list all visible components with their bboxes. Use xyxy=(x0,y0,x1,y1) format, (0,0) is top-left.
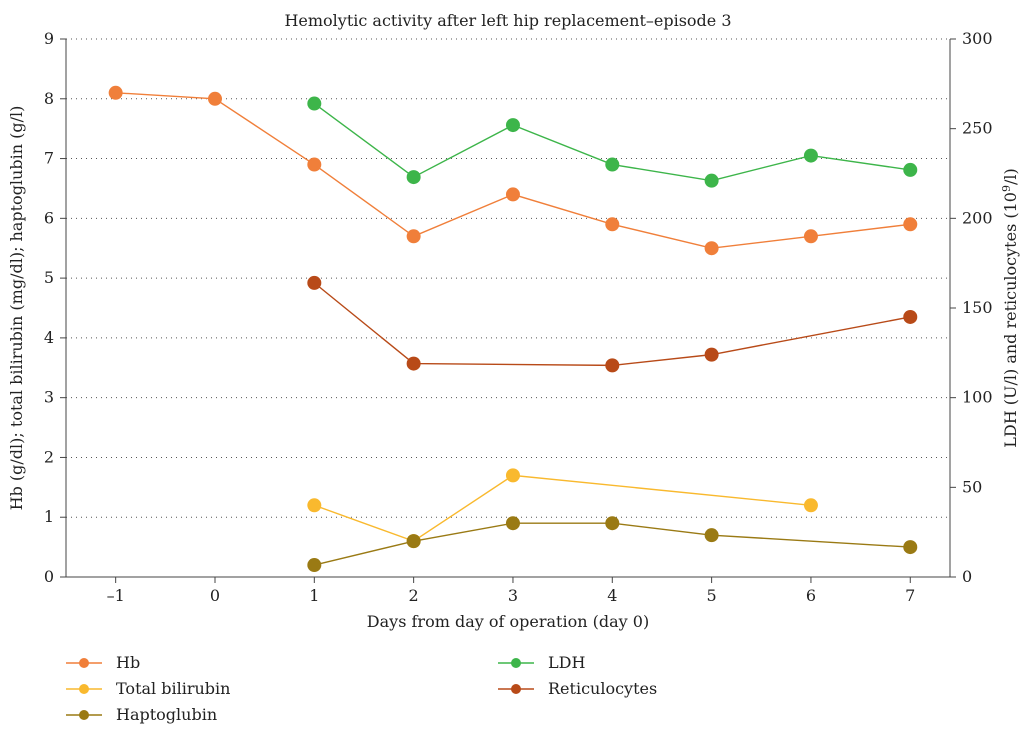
x-tick-label: 0 xyxy=(210,586,220,605)
data-point-hb xyxy=(505,187,520,202)
legend-swatch-marker xyxy=(511,658,521,668)
legend-item-haptoglubin: Haptoglubin xyxy=(66,705,217,724)
series-line-hb xyxy=(115,92,911,249)
data-point-total-bilirubin xyxy=(307,498,322,513)
data-point-hb xyxy=(803,229,818,244)
y-axis-right-label: LDH (U/l) and reticulocytes (109/l) xyxy=(1000,168,1020,447)
data-point-hb xyxy=(903,217,918,232)
data-point-haptoglubin xyxy=(307,558,322,573)
legend-label: Hb xyxy=(116,653,140,672)
x-tick-label: 7 xyxy=(905,586,915,605)
data-point-hb xyxy=(307,157,322,172)
y-right-tick-label: 100 xyxy=(962,388,993,407)
chart-title: Hemolytic activity after left hip replac… xyxy=(284,11,731,30)
x-tick-label: –1 xyxy=(107,586,125,605)
x-tick-label: 4 xyxy=(607,586,617,605)
data-point-ldh xyxy=(605,157,620,172)
gridlines xyxy=(66,38,950,518)
legend-label: Haptoglubin xyxy=(116,705,217,724)
data-point-reticulocytes xyxy=(406,356,421,371)
legend: Hb Total bilirubin Haptoglubin LDH Reticuloc… xyxy=(66,653,657,724)
legend-item-ldh: LDH xyxy=(498,653,585,672)
legend-swatch-marker xyxy=(79,710,89,720)
y-axis-right-label-suffix: /l) xyxy=(1001,168,1020,185)
legend-item-reticulocytes: Reticulocytes xyxy=(498,679,657,698)
legend-item-total-bilirubin: Total bilirubin xyxy=(66,679,230,698)
y-right-tick-label: 150 xyxy=(962,298,993,317)
data-point-reticulocytes xyxy=(704,347,719,362)
x-tick-label: 5 xyxy=(707,586,717,605)
series-group xyxy=(108,85,918,573)
data-point-hb xyxy=(406,229,421,244)
y-left-tick-label: 6 xyxy=(44,208,54,227)
y-right-tick-label: 0 xyxy=(962,567,972,586)
legend-label: LDH xyxy=(548,653,585,672)
series-ldh xyxy=(307,96,918,188)
data-point-reticulocytes xyxy=(307,275,322,290)
series-line-total-bilirubin xyxy=(314,474,812,542)
legend-swatch-marker xyxy=(79,658,89,668)
data-point-haptoglubin xyxy=(704,528,719,543)
data-point-total-bilirubin xyxy=(803,498,818,513)
y-left-tick-label: 1 xyxy=(44,507,54,526)
y-left-tick-label: 0 xyxy=(44,567,54,586)
data-point-ldh xyxy=(406,170,421,185)
data-point-hb xyxy=(704,241,719,256)
y-left-tick-label: 8 xyxy=(44,89,54,108)
x-tick-label: 2 xyxy=(409,586,419,605)
series-total-bilirubin xyxy=(307,468,818,549)
data-point-ldh xyxy=(803,148,818,163)
axes: –1 0 1 2 3 4 5 6 7 0 1 2 3 4 5 6 7 8 9 0 50 100 150 200 250 300 xyxy=(44,29,993,605)
y-axis-left-label: Hb (g/dl); total bilirubin (mg/dl); hapt… xyxy=(7,106,26,511)
data-point-hb xyxy=(207,91,222,106)
data-point-ldh xyxy=(505,118,520,133)
data-point-haptoglubin xyxy=(505,516,520,531)
y-left-tick-label: 4 xyxy=(44,328,54,347)
legend-swatch-marker xyxy=(79,684,89,694)
x-tick-label: 1 xyxy=(309,586,319,605)
y-left-tick-label: 3 xyxy=(44,388,54,407)
data-point-hb xyxy=(108,85,123,100)
legend-item-hb: Hb xyxy=(66,653,140,672)
legend-swatch-marker xyxy=(511,684,521,694)
y-right-tick-label: 300 xyxy=(962,29,993,48)
data-point-reticulocytes xyxy=(903,309,918,324)
data-point-ldh xyxy=(903,162,918,177)
series-reticulocytes xyxy=(307,275,918,373)
y-left-tick-label: 9 xyxy=(44,29,54,48)
y-axis-right-label-sup: 9 xyxy=(1000,185,1013,192)
series-haptoglubin xyxy=(307,516,918,573)
y-left-tick-label: 2 xyxy=(44,447,54,466)
data-point-hb xyxy=(605,217,620,232)
legend-label: Total bilirubin xyxy=(116,679,230,698)
data-point-reticulocytes xyxy=(605,358,620,373)
y-axis-right-label-prefix: LDH (U/l) and reticulocytes (10 xyxy=(1001,192,1020,448)
y-right-tick-label: 200 xyxy=(962,208,993,227)
legend-label: Reticulocytes xyxy=(548,679,657,698)
x-axis-label: Days from day of operation (day 0) xyxy=(367,612,649,631)
series-line-haptoglubin xyxy=(314,522,911,566)
series-hb xyxy=(108,85,918,256)
x-tick-label: 3 xyxy=(508,586,518,605)
data-point-haptoglubin xyxy=(605,516,620,531)
y-right-tick-label: 250 xyxy=(962,119,993,138)
data-point-ldh xyxy=(704,173,719,188)
data-point-haptoglubin xyxy=(903,540,918,555)
data-point-ldh xyxy=(307,96,322,111)
data-point-total-bilirubin xyxy=(505,468,520,483)
y-left-tick-label: 5 xyxy=(44,268,54,287)
x-tick-label: 6 xyxy=(806,586,816,605)
y-right-tick-label: 50 xyxy=(962,477,982,496)
y-left-tick-label: 7 xyxy=(44,149,54,168)
series-line-reticulocytes xyxy=(313,282,911,367)
data-point-haptoglubin xyxy=(406,534,421,549)
